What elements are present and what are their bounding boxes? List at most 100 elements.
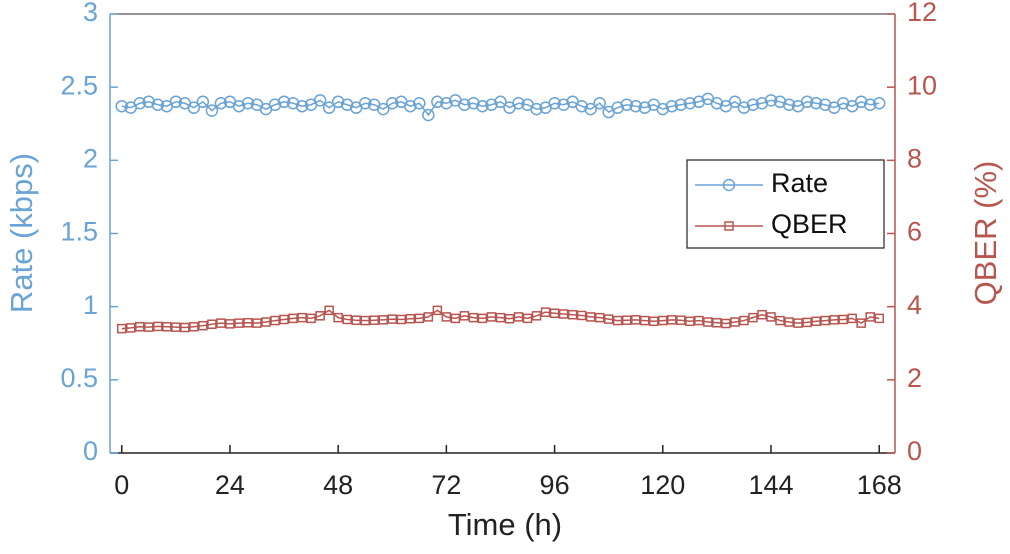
data-point <box>665 99 679 113</box>
data-point <box>440 97 453 110</box>
data-point <box>342 314 352 325</box>
data-point <box>214 97 228 110</box>
data-point <box>331 95 345 109</box>
data-point <box>162 322 172 332</box>
data-point <box>649 316 659 327</box>
data-point <box>125 323 136 333</box>
data-point <box>324 305 334 316</box>
data-point <box>703 317 713 327</box>
data-point <box>594 312 605 323</box>
data-point <box>232 99 246 113</box>
series-line <box>121 309 880 330</box>
y2-tick-label: 6 <box>907 217 922 247</box>
data-point <box>548 97 561 110</box>
data-point <box>809 97 823 110</box>
data-point <box>728 95 742 109</box>
data-point <box>847 313 857 324</box>
data-point <box>322 101 336 114</box>
data-point <box>413 97 426 110</box>
data-point <box>874 313 884 324</box>
data-point <box>441 312 452 322</box>
data-point <box>142 95 156 109</box>
data-point <box>486 312 497 322</box>
data-point <box>692 95 706 109</box>
data-point <box>169 95 183 109</box>
data-point <box>477 313 488 324</box>
data-point <box>782 98 796 111</box>
data-point <box>612 315 623 326</box>
data-point <box>685 316 695 327</box>
data-point <box>153 321 163 332</box>
data-point <box>485 98 498 111</box>
x-tick-label: 72 <box>431 470 461 500</box>
data-point <box>540 307 551 317</box>
data-point <box>340 98 354 111</box>
data-point <box>189 322 199 332</box>
data-point <box>277 95 291 109</box>
data-point <box>854 95 868 109</box>
data-point <box>793 318 803 328</box>
data-point <box>585 312 596 322</box>
data-point <box>757 309 767 320</box>
y-tick-label: 2.5 <box>60 70 98 100</box>
data-point <box>593 97 606 110</box>
data-point <box>295 99 309 113</box>
data-point <box>775 315 785 326</box>
data-point <box>396 314 407 325</box>
y-tick-label: 2 <box>83 143 98 173</box>
data-point <box>459 311 470 321</box>
data-point <box>187 101 201 114</box>
data-point <box>557 98 570 111</box>
data-point <box>405 313 416 324</box>
x-tick-label: 0 <box>114 470 129 500</box>
data-point <box>811 316 821 327</box>
data-point <box>630 315 641 325</box>
data-point <box>784 317 794 327</box>
legend-marker <box>722 178 736 192</box>
data-point <box>739 315 749 326</box>
series-line <box>121 98 880 117</box>
data-point <box>621 315 632 325</box>
data-point <box>476 99 489 113</box>
data-point <box>468 312 479 323</box>
data-point <box>378 315 388 325</box>
data-point <box>721 318 731 329</box>
data-point <box>710 97 724 110</box>
data-point <box>620 98 633 111</box>
x-tick-label: 24 <box>215 470 245 500</box>
data-point <box>802 317 812 328</box>
data-point <box>694 315 704 326</box>
data-point <box>315 311 325 321</box>
x-tick-label: 96 <box>540 470 570 500</box>
data-point <box>180 322 190 333</box>
legend-marker <box>724 221 734 231</box>
data-point <box>712 318 722 328</box>
data-point <box>863 98 877 111</box>
x-tick-label: 168 <box>857 470 902 500</box>
x-axis-label: Time (h) <box>448 507 562 542</box>
data-point <box>288 313 298 324</box>
data-point <box>829 315 839 325</box>
data-point <box>171 322 181 332</box>
data-point <box>297 312 307 323</box>
data-point <box>467 97 480 110</box>
data-point <box>358 97 372 110</box>
y-tick-label: 3 <box>83 0 98 27</box>
data-point <box>261 317 271 327</box>
data-point <box>764 94 778 107</box>
data-point <box>241 97 255 110</box>
data-point <box>216 318 226 328</box>
y-tick-label: 0 <box>83 436 98 466</box>
data-point <box>450 313 461 324</box>
y-tick-label: 0.5 <box>60 363 98 393</box>
data-point <box>504 313 515 324</box>
data-point <box>351 315 361 325</box>
data-point <box>252 318 262 328</box>
data-point <box>270 315 280 326</box>
data-point <box>856 318 866 328</box>
data-point <box>234 318 244 328</box>
data-point <box>268 98 282 111</box>
data-point <box>432 305 443 316</box>
data-point <box>567 309 578 320</box>
